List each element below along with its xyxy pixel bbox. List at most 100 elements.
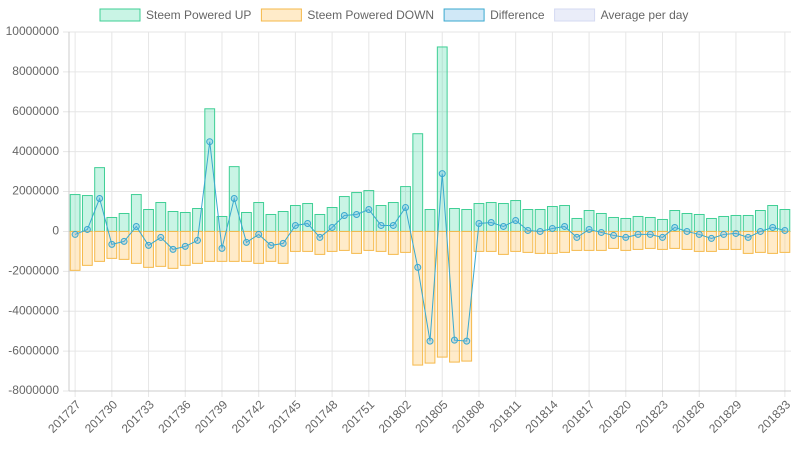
difference-point (707, 234, 715, 242)
x-tick-label: 201733 (119, 397, 157, 435)
bar (608, 230, 619, 249)
legend-label: Steem Powered DOWN (307, 8, 434, 22)
difference-point (291, 221, 299, 229)
bar (473, 230, 485, 252)
difference-point (145, 241, 153, 249)
bar (412, 133, 424, 232)
difference-point (769, 223, 777, 231)
bar (375, 230, 387, 252)
bar (179, 230, 191, 266)
bar (241, 230, 252, 262)
difference-point (365, 206, 373, 214)
difference-point (622, 233, 630, 241)
bar (363, 230, 375, 251)
y-tick-label: 8000000 (12, 64, 59, 78)
difference-point (157, 233, 165, 241)
bar (608, 216, 619, 232)
bar (130, 230, 142, 264)
difference-point (230, 195, 238, 203)
y-tick-label: -4000000 (8, 303, 59, 317)
legend-swatch (99, 8, 141, 22)
x-tick-label: 201736 (155, 397, 193, 435)
legend-label: Steem Powered UP (146, 8, 251, 22)
bar (742, 214, 754, 232)
bar (155, 202, 167, 232)
x-tick-label: 201808 (449, 397, 487, 435)
bar (314, 230, 326, 255)
bar (118, 230, 130, 260)
legend-label: Average per day (601, 8, 689, 22)
bar (387, 230, 399, 255)
bar (559, 230, 571, 253)
bar (779, 230, 791, 253)
bar (644, 216, 656, 232)
bar (510, 230, 522, 252)
difference-point (475, 219, 483, 227)
bar (595, 230, 607, 251)
bar (730, 230, 742, 250)
x-tick-label: 201814 (523, 397, 561, 435)
bar (289, 230, 301, 252)
bar (767, 230, 779, 254)
difference-point (255, 230, 263, 238)
bar (436, 46, 448, 232)
bar (485, 202, 497, 232)
difference-point (353, 210, 361, 218)
bar (204, 230, 216, 262)
x-tick-label: 201739 (192, 397, 230, 435)
difference-point (659, 233, 667, 241)
x-tick-label: 201820 (596, 397, 634, 435)
x-tick-label: 201751 (339, 397, 377, 435)
bar (118, 212, 130, 232)
difference-point (646, 230, 654, 238)
x-tick-label: 201745 (266, 397, 304, 435)
bar (253, 202, 265, 232)
bar (510, 200, 522, 232)
x-tick-label: 201811 (486, 397, 524, 435)
difference-point (536, 227, 544, 235)
x-tick-label: 201802 (376, 397, 414, 435)
bar (522, 230, 534, 253)
difference-point (96, 195, 104, 203)
x-tick-label: 201727 (45, 397, 83, 435)
difference-point (524, 226, 532, 234)
difference-point (108, 240, 116, 248)
difference-point (781, 226, 789, 234)
difference-point (169, 245, 177, 253)
bar (143, 230, 154, 268)
x-tick-label: 201823 (633, 397, 671, 435)
bar (302, 230, 314, 252)
difference-point (487, 218, 495, 226)
legend-swatch (554, 8, 596, 22)
difference-point (683, 227, 691, 235)
difference-point (695, 230, 703, 238)
difference-point (414, 263, 422, 271)
difference-point (377, 221, 385, 229)
bar (277, 211, 289, 232)
difference-point (512, 216, 520, 224)
bar (449, 208, 460, 232)
difference-line (74, 141, 785, 342)
bar (143, 209, 154, 232)
bar (106, 216, 118, 232)
difference-point (561, 222, 569, 230)
difference-point (304, 219, 312, 227)
difference-point (340, 211, 348, 219)
y-tick-label: -6000000 (8, 343, 59, 357)
bar (265, 230, 277, 262)
difference-point (120, 237, 128, 245)
bar (632, 215, 644, 232)
bar (277, 230, 289, 264)
y-tick-label: 10000000 (6, 24, 60, 38)
difference-point (389, 221, 397, 229)
bar (449, 230, 460, 363)
difference-point (756, 227, 764, 235)
difference-point (585, 225, 593, 233)
y-tick-label: -8000000 (8, 383, 59, 397)
x-tick-label: 201833 (755, 397, 793, 435)
difference-point (279, 239, 287, 247)
x-tick-label: 201826 (669, 397, 707, 435)
difference-point (83, 225, 91, 233)
bar (436, 230, 448, 358)
x-tick-label: 201742 (229, 397, 267, 435)
